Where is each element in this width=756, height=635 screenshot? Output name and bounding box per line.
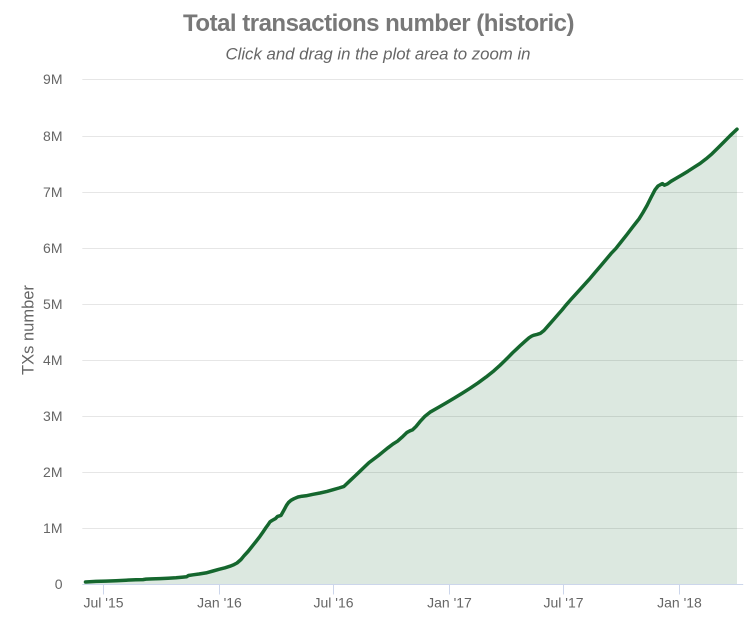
svg-text:9M: 9M: [43, 71, 62, 87]
svg-text:TXs number: TXs number: [20, 285, 38, 375]
svg-text:Jul '17: Jul '17: [543, 595, 583, 611]
svg-text:Total transactions number (his: Total transactions number (historic): [183, 10, 574, 37]
svg-text:8M: 8M: [43, 128, 62, 144]
svg-text:Jul '16: Jul '16: [313, 595, 353, 611]
svg-text:6M: 6M: [43, 240, 62, 256]
svg-text:1M: 1M: [43, 520, 62, 536]
svg-text:Jan '16: Jan '16: [197, 595, 242, 611]
svg-text:0: 0: [55, 576, 63, 592]
svg-text:Click and drag in the plot are: Click and drag in the plot area to zoom …: [225, 44, 530, 63]
svg-text:7M: 7M: [43, 184, 62, 200]
svg-text:Jul '15: Jul '15: [83, 595, 123, 611]
svg-text:Jan '18: Jan '18: [657, 595, 702, 611]
svg-text:3M: 3M: [43, 408, 62, 424]
svg-text:Jan '17: Jan '17: [427, 595, 472, 611]
svg-text:5M: 5M: [43, 296, 62, 312]
svg-text:2M: 2M: [43, 464, 62, 480]
svg-text:4M: 4M: [43, 352, 62, 368]
